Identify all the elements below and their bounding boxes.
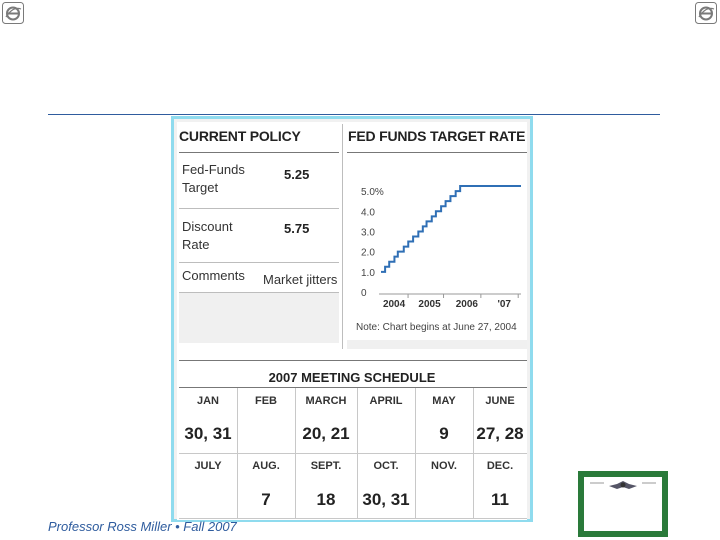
month-label: APRIL [369, 395, 403, 407]
section-divider [342, 124, 343, 349]
footer-credit: Professor Ross Miller • Fall 2007 [48, 519, 237, 534]
chart-header-rule [347, 152, 527, 153]
policy-blank-area [179, 293, 339, 343]
x-tick-label: 2004 [383, 299, 406, 310]
policy-divider [179, 262, 339, 263]
policy-label-discount: Discount Rate [182, 219, 233, 252]
y-tick-label: 1.0 [361, 268, 375, 279]
chart-note: Note: Chart begins at June 27, 2004 [356, 322, 517, 333]
title-rule [48, 114, 660, 115]
month-label: MAY [432, 395, 456, 407]
current-policy-title: CURRENT POLICY [179, 128, 301, 144]
meeting-days: 30, 31 [362, 490, 410, 509]
policy-header-rule [179, 152, 339, 153]
grid-line [237, 388, 238, 519]
month-label: SEPT. [310, 460, 342, 472]
policy-label-comments: Comments [182, 268, 245, 283]
y-tick-label: 2.0 [361, 248, 375, 259]
month-label: JUNE [485, 395, 515, 407]
figure-content: CURRENT POLICY Fed-Funds Target 5.25 Dis… [177, 122, 527, 520]
meeting-days: 27, 28 [476, 424, 524, 443]
meeting-days: 30, 31 [184, 424, 232, 443]
meeting-days: 9 [439, 424, 449, 443]
x-tick-label: 2005 [418, 299, 441, 310]
meeting-days: 7 [261, 490, 271, 509]
grid-line [295, 388, 296, 519]
chart-blank-area [347, 340, 527, 349]
month-label: FEB [255, 395, 277, 407]
y-tick-label: 5.0% [361, 187, 384, 198]
month-label: JAN [196, 395, 219, 407]
meeting-days: 18 [316, 490, 336, 509]
month-label: DEC. [486, 460, 514, 472]
policy-label-fed-funds: Fed-Funds Target [182, 162, 245, 195]
schedule-title: 2007 MEETING SCHEDULE [268, 370, 436, 385]
meeting-days: 20, 21 [302, 424, 350, 443]
y-tick-label: 4.0 [361, 207, 375, 218]
y-tick-label: 0 [361, 288, 367, 299]
certificate-paper [584, 477, 662, 531]
month-label: NOV. [431, 460, 457, 472]
grid-line [179, 453, 527, 454]
policy-divider [179, 292, 339, 293]
certificate-icon [578, 471, 668, 537]
chart-title: FED FUNDS TARGET RATE [348, 128, 526, 144]
policy-divider [179, 208, 339, 209]
grid-line [179, 518, 527, 519]
schedule-title-rule [179, 387, 527, 388]
month-label: OCT. [373, 460, 399, 472]
schedule-top-rule [179, 360, 527, 361]
x-tick-label: 2006 [456, 299, 479, 310]
discount-rate-value: 5.75 [284, 221, 310, 236]
ie-logo-icon-left[interactable] [2, 2, 24, 24]
meeting-days: 11 [491, 490, 509, 509]
month-label: AUG. [252, 460, 280, 472]
fed-funds-chart: 0 1.0 2.0 3.0 4.0 5.0% 2004 2005 2006 '07 [361, 185, 521, 310]
grid-line [473, 388, 474, 519]
grid-line [415, 388, 416, 519]
x-tick-label: '07 [497, 299, 511, 310]
grid-line [357, 388, 358, 519]
series-line [381, 185, 521, 273]
month-label: JULY [194, 460, 222, 472]
comments-value: Market jitters [263, 272, 338, 287]
ie-logo-icon-right[interactable] [695, 2, 717, 24]
y-tick-label: 3.0 [361, 227, 375, 238]
fed-policy-figure: CURRENT POLICY Fed-Funds Target 5.25 Dis… [171, 116, 533, 522]
fed-funds-value: 5.25 [284, 167, 310, 182]
month-label: MARCH [305, 395, 347, 407]
